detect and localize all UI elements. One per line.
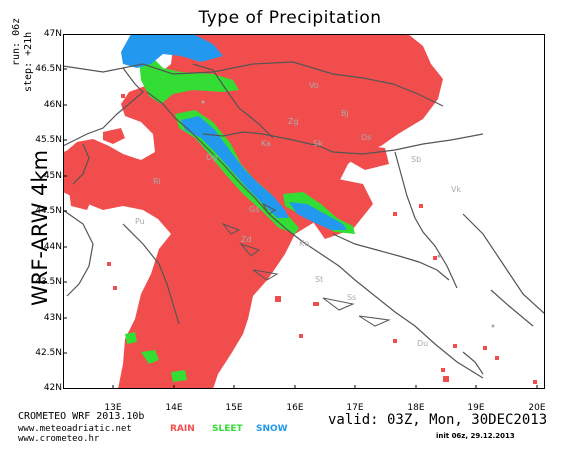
lon-label: 17E [346,403,364,413]
city-label: Zd [241,235,252,244]
city-label: Sk [313,139,323,148]
lon-label: 13E [104,403,122,413]
map-title: Type of Precipitation [198,8,382,28]
lon-label: 19E [467,403,485,413]
city-labels: Vo Bj Zg Ka Sk Og Os Gs Zd Kn Sb Ri St S… [135,81,461,348]
lat-label: 42.5N [35,348,62,358]
city-label: Og [206,153,217,162]
lat-label: 43.5N [35,277,62,287]
footer-model: CROMETEO WRF 2013.10b [18,411,145,422]
footer-link-meteoadriatic[interactable]: www.meteoadriatic.net [18,424,132,434]
lat-label: 44.5N [35,206,62,216]
lat-label: 43N [43,313,62,323]
lat-label: 44N [43,242,62,252]
city-label: Bj [341,109,349,118]
lat-label: 46.5N [35,64,62,74]
city-label: Vk [451,185,461,194]
city-label: Ka [261,139,271,148]
city-dots [201,100,495,328]
lat-label: 45.5N [35,135,62,145]
lat-label: 42N [43,383,62,393]
lon-label: 20E [528,403,546,413]
valid-time: valid: 03Z, Mon, 30DEC2013 [328,412,548,428]
step-label: step: +21h [23,31,34,92]
islands [221,202,391,327]
run-label: run: 06z [11,17,22,66]
legend-snow: SNOW [256,424,288,434]
lon-label: 15E [225,403,243,413]
city-label: Vo [309,81,319,90]
city-label: St [315,275,323,284]
city-label: Sb [411,155,421,164]
snow-area [121,34,347,230]
city-label: Ri [153,177,161,186]
lat-label: 46N [43,100,62,110]
lon-label: 14E [165,403,183,413]
city-label: Gs [249,205,259,214]
lat-label: 47N [43,29,62,39]
footer-link-crometeo[interactable]: www.crometeo.hr [18,434,100,444]
borders [63,61,545,379]
city-label: Du [417,339,428,348]
legend-sleet: SLEET [212,424,243,434]
city-label: Zg [288,117,299,126]
city-label: Kn [299,239,309,248]
map-frame [63,34,545,389]
init-time: init 06z, 29.12.2013 [436,432,515,440]
rain-area [63,34,443,389]
lat-label: 45N [43,171,62,181]
city-label: Ss [347,293,356,302]
city-label: Os [361,133,371,142]
lon-label: 18E [407,403,425,413]
lon-label: 16E [286,403,304,413]
precipitation-map: Vo Bj Zg Ka Sk Og Os Gs Zd Kn Sb Ri St S… [63,34,545,389]
city-label: Pu [135,217,145,226]
legend-rain: RAIN [170,424,195,434]
